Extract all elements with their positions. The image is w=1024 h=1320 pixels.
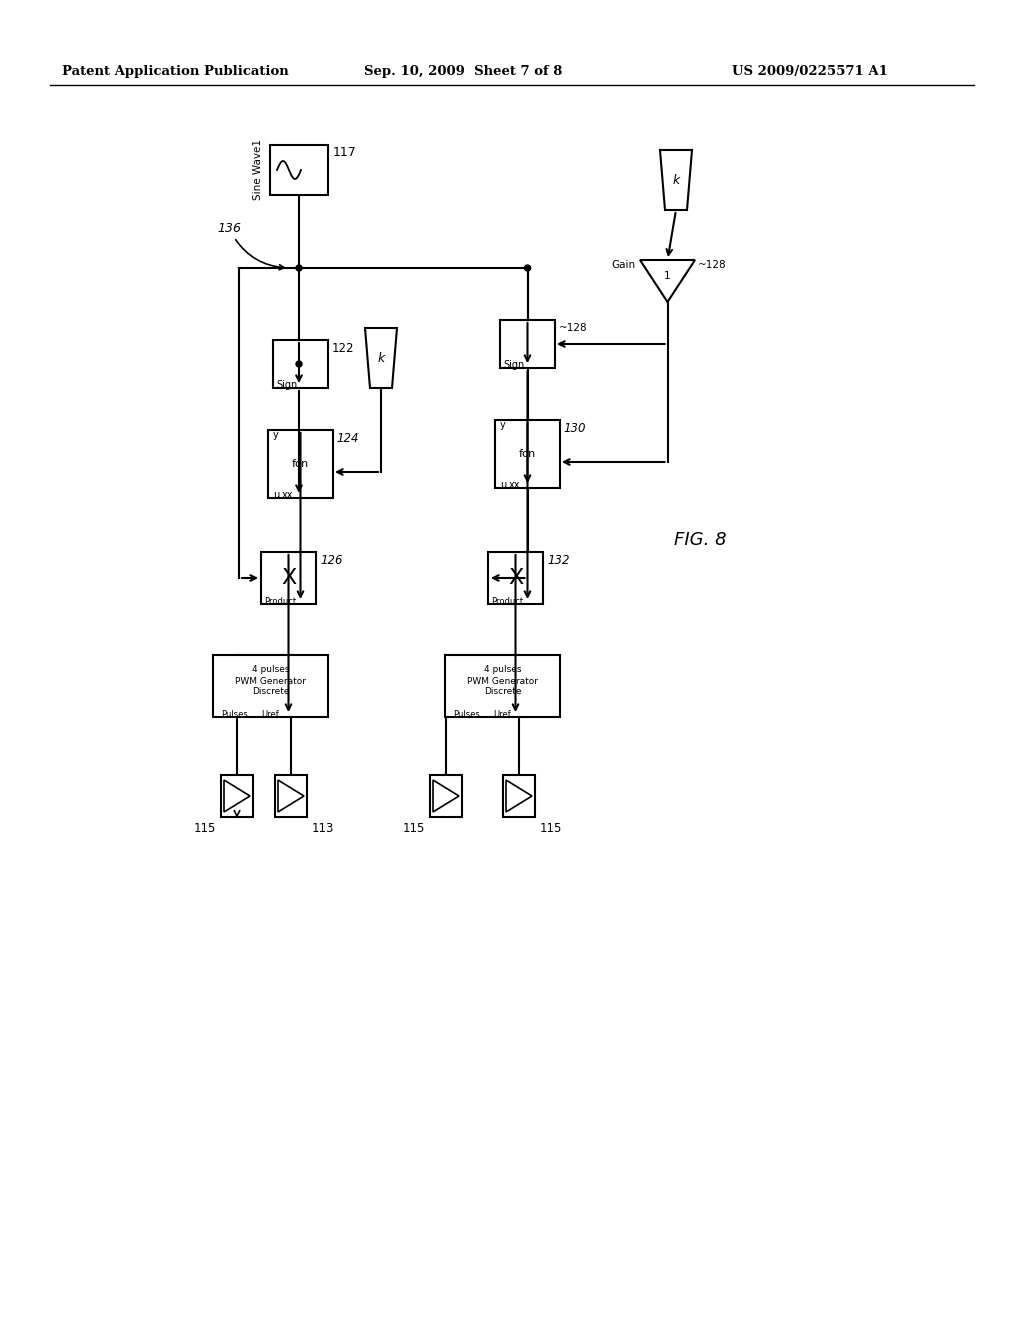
Text: u: u bbox=[500, 480, 506, 490]
Bar bbox=[495, 420, 560, 488]
Bar bbox=[273, 341, 328, 388]
Text: 126: 126 bbox=[319, 553, 342, 566]
Text: 117: 117 bbox=[333, 147, 356, 160]
Text: 1: 1 bbox=[665, 271, 671, 281]
Text: xx: xx bbox=[509, 480, 520, 490]
Bar bbox=[500, 319, 555, 368]
Text: k: k bbox=[378, 351, 385, 364]
Text: Sine Wave1: Sine Wave1 bbox=[253, 140, 263, 201]
Text: X: X bbox=[281, 568, 296, 587]
Text: 113: 113 bbox=[312, 822, 335, 836]
Bar bbox=[445, 655, 560, 717]
Text: FIG. 8: FIG. 8 bbox=[674, 531, 726, 549]
Text: ~128: ~128 bbox=[698, 260, 727, 271]
Text: 122: 122 bbox=[332, 342, 354, 355]
Text: 132: 132 bbox=[547, 553, 569, 566]
Text: Uref: Uref bbox=[493, 710, 511, 719]
Circle shape bbox=[524, 265, 530, 271]
Text: 136: 136 bbox=[217, 222, 285, 269]
Text: Sign: Sign bbox=[503, 360, 524, 370]
Text: Sign: Sign bbox=[276, 380, 297, 389]
Text: k: k bbox=[673, 173, 680, 186]
Bar bbox=[275, 775, 307, 817]
Text: Product: Product bbox=[264, 597, 296, 606]
Text: u: u bbox=[273, 490, 280, 500]
Bar bbox=[503, 775, 535, 817]
Text: y: y bbox=[500, 420, 506, 430]
Circle shape bbox=[296, 360, 302, 367]
Text: ~128: ~128 bbox=[559, 323, 588, 333]
Text: xx: xx bbox=[282, 490, 294, 500]
Polygon shape bbox=[640, 260, 695, 302]
Text: 115: 115 bbox=[402, 822, 425, 836]
Text: PWM Generator: PWM Generator bbox=[234, 676, 306, 685]
Text: Discrete: Discrete bbox=[252, 686, 289, 696]
Text: y: y bbox=[273, 430, 279, 440]
Text: Pulses: Pulses bbox=[221, 710, 248, 719]
Text: US 2009/0225571 A1: US 2009/0225571 A1 bbox=[732, 66, 888, 78]
Text: 124: 124 bbox=[336, 432, 358, 445]
Bar bbox=[221, 775, 253, 817]
Text: Pulses: Pulses bbox=[453, 710, 480, 719]
Text: Sep. 10, 2009  Sheet 7 of 8: Sep. 10, 2009 Sheet 7 of 8 bbox=[364, 66, 562, 78]
Text: X: X bbox=[508, 568, 523, 587]
Text: 4 pulses: 4 pulses bbox=[483, 665, 521, 675]
Polygon shape bbox=[365, 327, 397, 388]
Polygon shape bbox=[660, 150, 692, 210]
Text: 115: 115 bbox=[540, 822, 562, 836]
Text: fcn: fcn bbox=[519, 449, 537, 459]
Bar bbox=[488, 552, 543, 605]
Circle shape bbox=[296, 265, 302, 271]
Bar bbox=[430, 775, 462, 817]
Text: Product: Product bbox=[490, 597, 523, 606]
Text: Gain: Gain bbox=[611, 260, 635, 271]
Bar bbox=[213, 655, 328, 717]
Text: Uref: Uref bbox=[261, 710, 279, 719]
Text: 4 pulses: 4 pulses bbox=[252, 665, 289, 675]
Text: Patent Application Publication: Patent Application Publication bbox=[61, 66, 289, 78]
Text: 130: 130 bbox=[563, 421, 586, 434]
Text: 115: 115 bbox=[194, 822, 216, 836]
Bar bbox=[270, 145, 328, 195]
Bar bbox=[261, 552, 316, 605]
Text: Discrete: Discrete bbox=[483, 686, 521, 696]
Bar bbox=[268, 430, 333, 498]
Text: fcn: fcn bbox=[292, 459, 309, 469]
Text: PWM Generator: PWM Generator bbox=[467, 676, 538, 685]
